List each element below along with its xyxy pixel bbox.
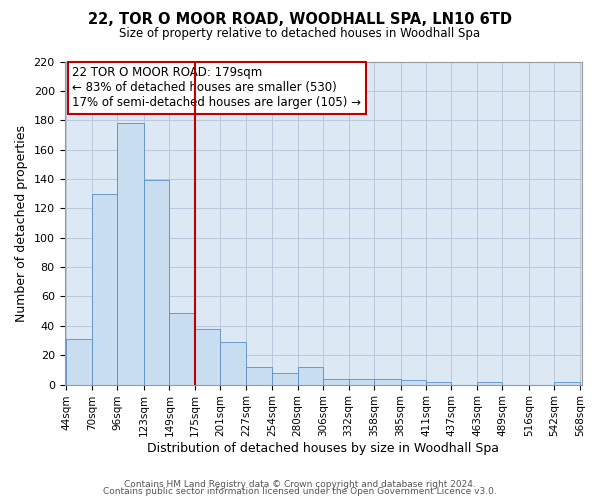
Text: Contains HM Land Registry data © Crown copyright and database right 2024.: Contains HM Land Registry data © Crown c… bbox=[124, 480, 476, 489]
Bar bbox=[118, 123, 144, 384]
Bar bbox=[323, 378, 349, 384]
Bar bbox=[169, 312, 195, 384]
Bar bbox=[220, 342, 246, 384]
Bar bbox=[195, 329, 220, 384]
Y-axis label: Number of detached properties: Number of detached properties bbox=[15, 124, 28, 322]
Text: Size of property relative to detached houses in Woodhall Spa: Size of property relative to detached ho… bbox=[119, 28, 481, 40]
Bar bbox=[477, 382, 502, 384]
Text: 22 TOR O MOOR ROAD: 179sqm
← 83% of detached houses are smaller (530)
17% of sem: 22 TOR O MOOR ROAD: 179sqm ← 83% of deta… bbox=[72, 66, 361, 110]
Bar bbox=[92, 194, 118, 384]
Bar bbox=[401, 380, 426, 384]
Text: 22, TOR O MOOR ROAD, WOODHALL SPA, LN10 6TD: 22, TOR O MOOR ROAD, WOODHALL SPA, LN10 … bbox=[88, 12, 512, 28]
Bar bbox=[298, 367, 323, 384]
Bar bbox=[272, 373, 298, 384]
Bar bbox=[246, 367, 272, 384]
X-axis label: Distribution of detached houses by size in Woodhall Spa: Distribution of detached houses by size … bbox=[147, 442, 499, 455]
Bar bbox=[349, 378, 374, 384]
Bar bbox=[144, 180, 169, 384]
Bar bbox=[67, 339, 92, 384]
Text: Contains public sector information licensed under the Open Government Licence v3: Contains public sector information licen… bbox=[103, 488, 497, 496]
Bar bbox=[554, 382, 580, 384]
Bar bbox=[426, 382, 451, 384]
Bar bbox=[374, 378, 401, 384]
